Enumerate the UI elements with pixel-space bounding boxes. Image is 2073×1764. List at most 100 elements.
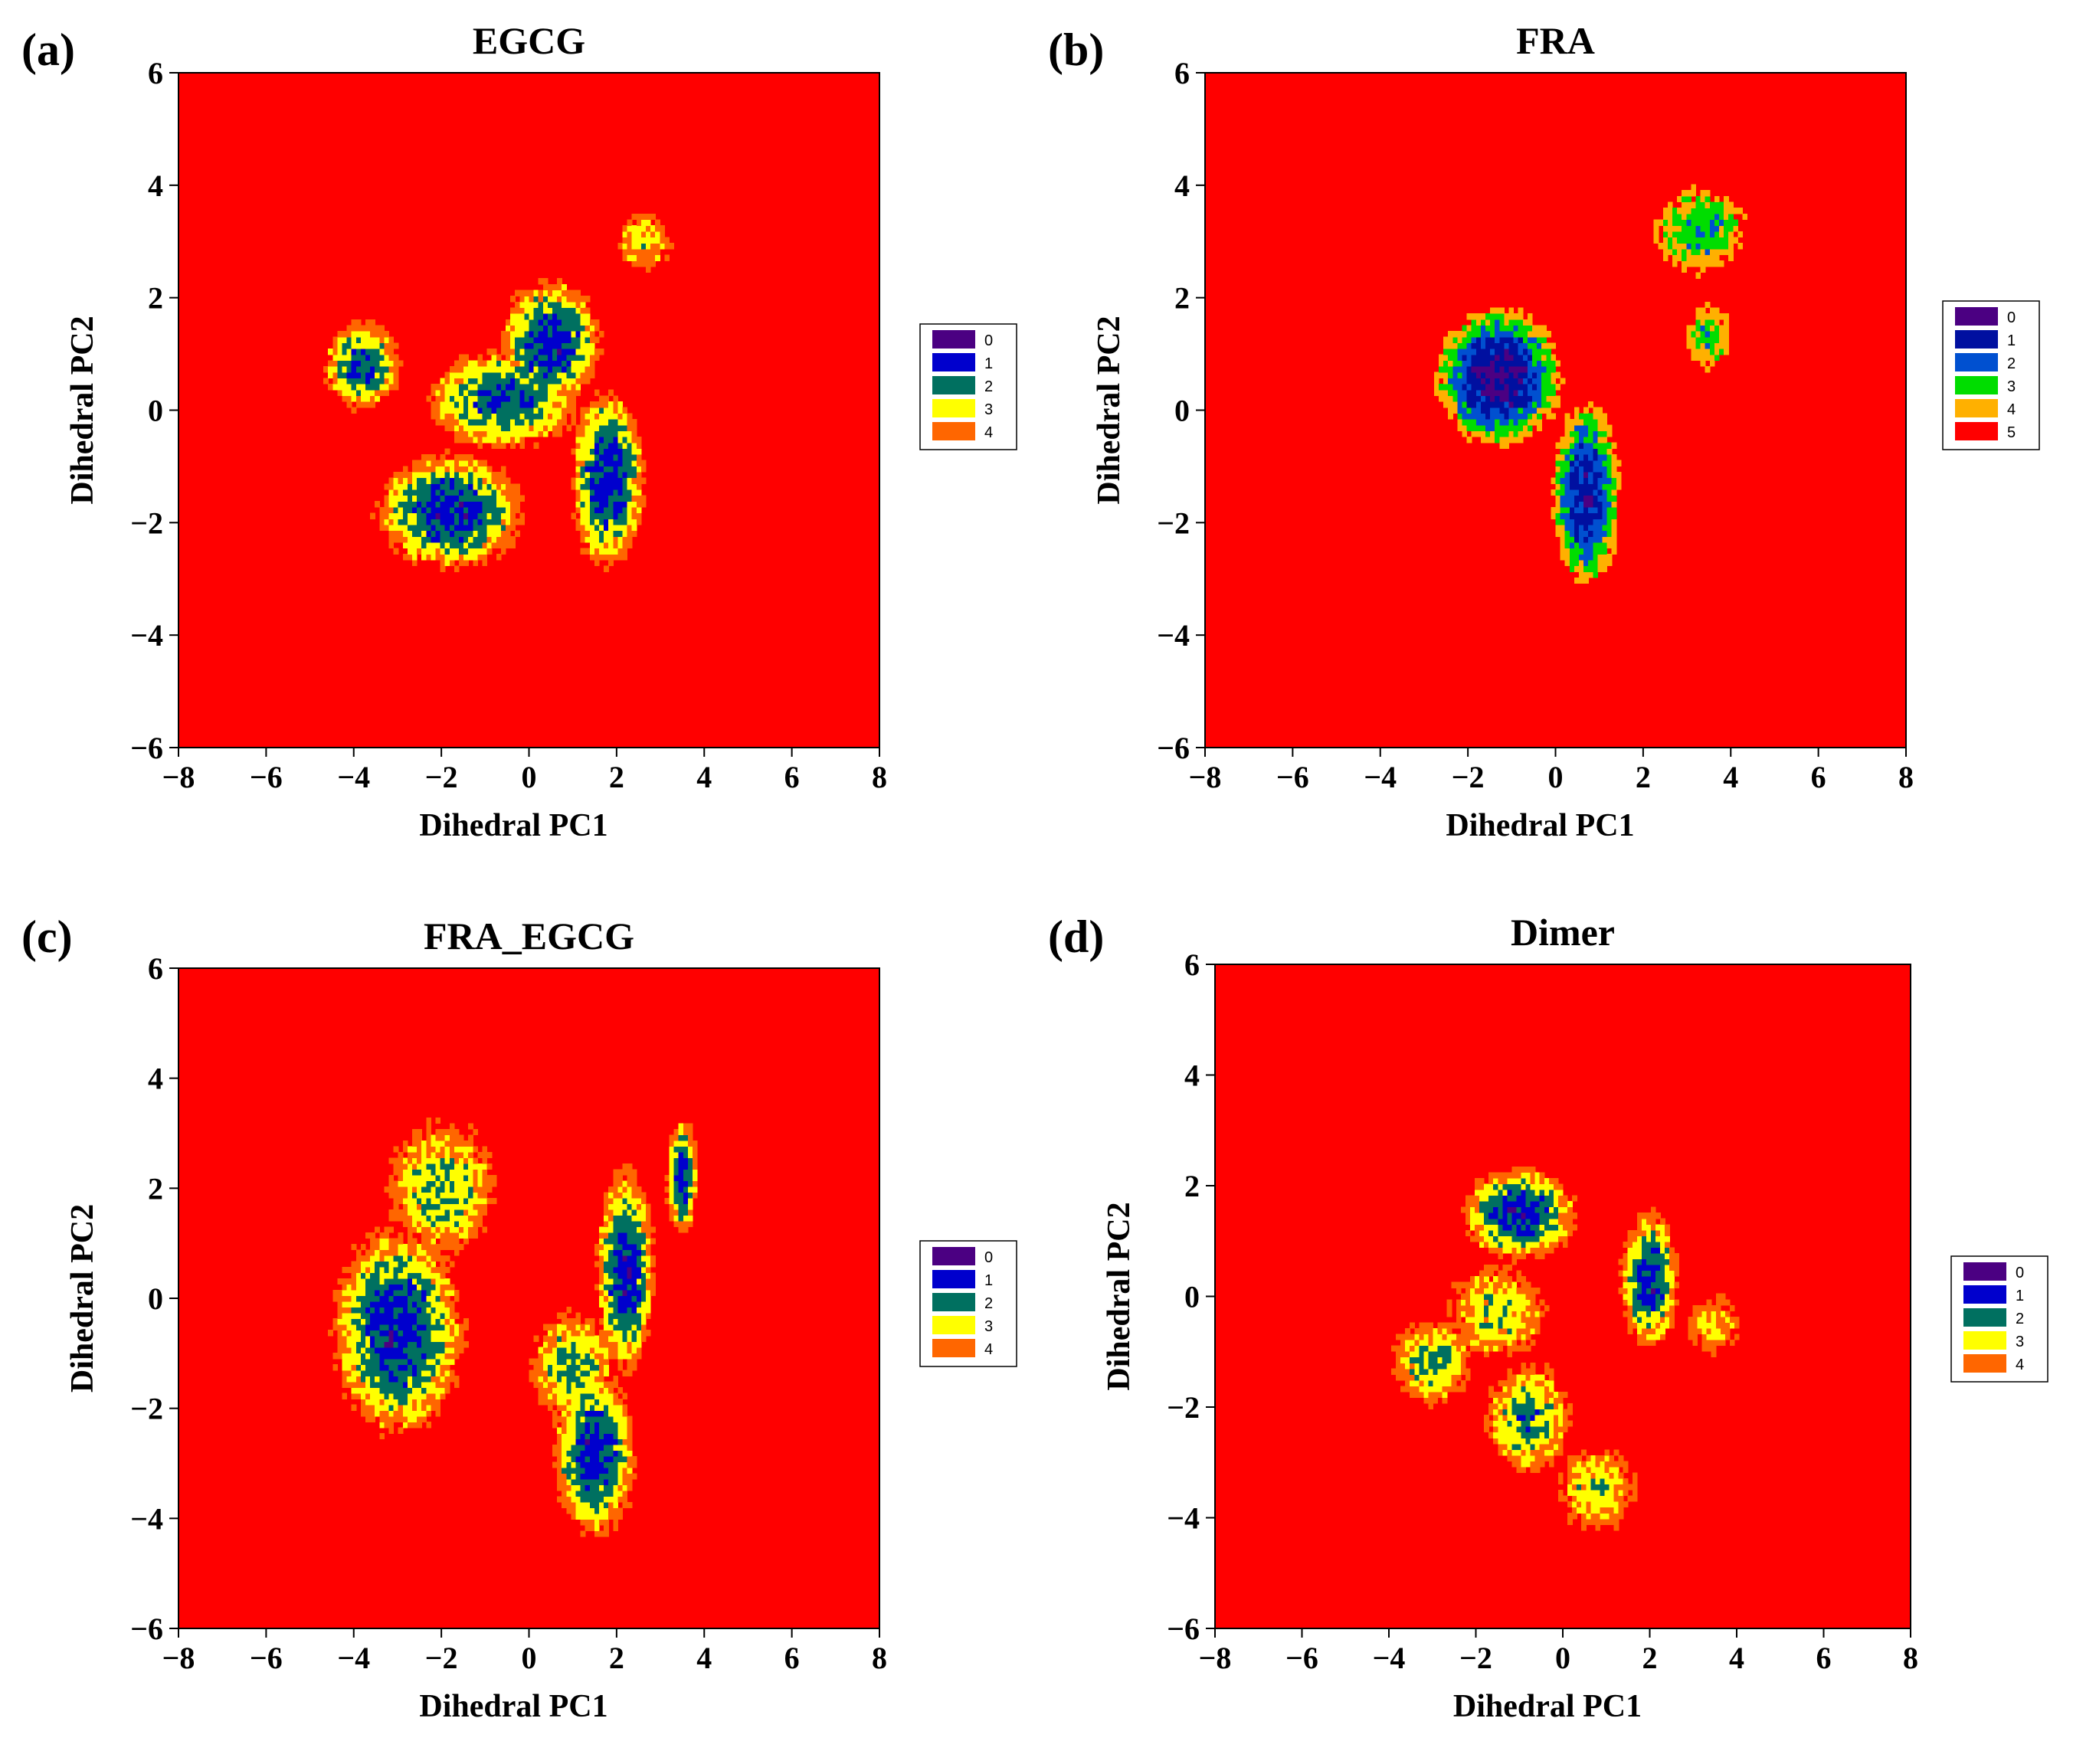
- heatmap-cell: [571, 1456, 577, 1463]
- heatmap-cell: [1686, 190, 1691, 197]
- heatmap-cell: [468, 548, 473, 555]
- heatmap-cell: [589, 319, 595, 326]
- heatmap-cell: [449, 371, 455, 378]
- heatmap-cell: [1527, 371, 1533, 378]
- heatmap-cell: [402, 1146, 408, 1153]
- heatmap-cell: [1574, 536, 1580, 543]
- heatmap-cell: [337, 384, 343, 391]
- heatmap-cell: [1462, 360, 1468, 367]
- heatmap-cell: [627, 1445, 633, 1451]
- heatmap-cell: [613, 448, 618, 455]
- heatmap-cell: [585, 1461, 591, 1468]
- heatmap-cell: [449, 460, 455, 466]
- heatmap-cell: [510, 536, 516, 543]
- heatmap-cell: [426, 1295, 431, 1302]
- heatmap-cell: [640, 254, 647, 261]
- heatmap-cell: [678, 1186, 684, 1193]
- heatmap-cell: [1546, 384, 1551, 391]
- heatmap-cell: [500, 371, 506, 378]
- heatmap-cell: [1682, 254, 1687, 261]
- heatmap-cell: [440, 1226, 446, 1233]
- heatmap-cell: [562, 1381, 567, 1388]
- heatmap-cell: [622, 466, 628, 473]
- heatmap-cell: [529, 360, 535, 367]
- heatmap-cell: [1546, 354, 1551, 361]
- heatmap-cell: [351, 319, 357, 326]
- heatmap-cell: [585, 1415, 591, 1422]
- heatmap-cell: [608, 1255, 614, 1262]
- heatmap-cell: [594, 1387, 600, 1394]
- heatmap-cell: [351, 1387, 357, 1394]
- heatmap-cell: [533, 342, 539, 349]
- heatmap-cell: [459, 1215, 464, 1222]
- heatmap-cell: [538, 1376, 544, 1383]
- heatmap-cell: [431, 1399, 437, 1406]
- heatmap-cell: [566, 1473, 571, 1480]
- heatmap-cell: [1448, 366, 1453, 373]
- heatmap-cell: [379, 1295, 385, 1302]
- heatmap-cell: [627, 542, 633, 549]
- heatmap-cell: [683, 1220, 689, 1227]
- heatmap-cell: [566, 1364, 571, 1371]
- heatmap-cell: [500, 437, 506, 443]
- heatmap-cell: [459, 1169, 464, 1176]
- heatmap-cell: [622, 437, 628, 443]
- heatmap-cell: [687, 1186, 693, 1193]
- heatmap-cell: [463, 1151, 469, 1158]
- heatmap-cell: [1522, 419, 1528, 426]
- heatmap-cell: [580, 1468, 586, 1474]
- heatmap-cell: [562, 1484, 567, 1491]
- heatmap-cell: [459, 1163, 464, 1170]
- heatmap-cell: [426, 1335, 431, 1342]
- heatmap-cell: [500, 430, 506, 437]
- heatmap-cell: [1686, 237, 1691, 244]
- heatmap-cell: [431, 1203, 437, 1210]
- heatmap-cell: [1574, 471, 1580, 479]
- heatmap-cell: [1508, 366, 1515, 373]
- heatmap-cell: [599, 1422, 604, 1429]
- heatmap-cell: [510, 366, 516, 373]
- heatmap-cell: [557, 389, 562, 396]
- heatmap-cell: [617, 1484, 624, 1491]
- heatmap-cell: [449, 1238, 455, 1245]
- heatmap-cell: [1719, 225, 1724, 232]
- heatmap-cell: [1719, 336, 1724, 343]
- heatmap-cell: [1714, 313, 1720, 320]
- heatmap-cell: [379, 336, 385, 343]
- heatmap-cell: [407, 1209, 413, 1216]
- heatmap-cell: [421, 489, 427, 496]
- heatmap-cell: [426, 530, 431, 537]
- heatmap-cell: [435, 1146, 441, 1153]
- heatmap-cell: [1452, 378, 1458, 385]
- heatmap-cell: [1462, 424, 1468, 431]
- heatmap-cell: [529, 413, 535, 420]
- heatmap-cell: [599, 1519, 604, 1526]
- heatmap-cell: [524, 401, 530, 408]
- heatmap-cell: [646, 1330, 651, 1337]
- heatmap-cell: [1700, 190, 1706, 197]
- heatmap-cell: [599, 554, 604, 561]
- heatmap-cell: [402, 1249, 408, 1256]
- heatmap-cell: [617, 1324, 624, 1330]
- heatmap-cell: [622, 1479, 628, 1486]
- heatmap-cell: [1439, 360, 1444, 367]
- heatmap-cell: [594, 1347, 600, 1353]
- heatmap-cell: [673, 1220, 680, 1227]
- heatmap-cell: [440, 1266, 446, 1273]
- heatmap-cell: [402, 1358, 408, 1365]
- heatmap-cell: [491, 442, 497, 449]
- heatmap-cell: [1527, 331, 1533, 338]
- heatmap-cell: [506, 360, 511, 367]
- heatmap-cell: [444, 1163, 450, 1170]
- heatmap-cell: [571, 366, 577, 373]
- heatmap-cell: [421, 1330, 427, 1337]
- heatmap-cell: [622, 243, 628, 250]
- heatmap-cell: [1569, 530, 1575, 537]
- heatmap-cell: [1583, 554, 1589, 561]
- heatmap-cell: [440, 1278, 446, 1285]
- heatmap-cell: [640, 243, 647, 250]
- heatmap-cell: [566, 1307, 571, 1314]
- heatmap-cell: [444, 1209, 450, 1216]
- heatmap-cell: [557, 307, 562, 314]
